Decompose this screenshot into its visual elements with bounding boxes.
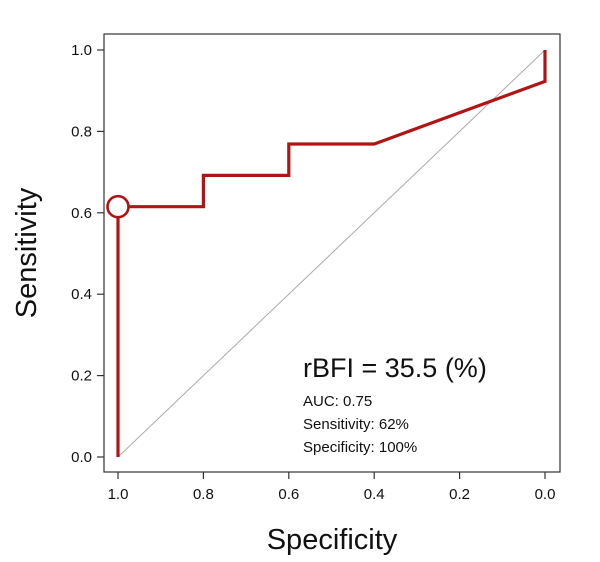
annotation-auc: AUC: 0.75 bbox=[303, 393, 372, 410]
annotation-specificity: Specificity: 100% bbox=[303, 439, 417, 456]
y-tick-label: 0.4 bbox=[71, 286, 92, 303]
roc-curve-line bbox=[116, 50, 547, 457]
y-tick-label: 1.0 bbox=[71, 42, 92, 59]
annotation-sensitivity: Sensitivity: 62% bbox=[303, 416, 409, 433]
x-tick-label: 0.4 bbox=[364, 486, 385, 503]
y-tick-label: 0.6 bbox=[71, 205, 92, 222]
y-axis-title: Sensitivity bbox=[11, 187, 43, 318]
x-tick-label: 0.6 bbox=[278, 486, 299, 503]
annotation-title: rBFI = 35.5 (%) bbox=[303, 353, 487, 383]
y-axis: 0.0 0.2 0.4 0.6 0.8 1.0 bbox=[71, 42, 104, 466]
plot-frame bbox=[103, 33, 561, 473]
x-tick-label: 0.0 bbox=[535, 486, 556, 503]
x-tick-label: 0.2 bbox=[449, 486, 470, 503]
y-tick-label: 0.2 bbox=[71, 368, 92, 385]
y-tick-label: 0.8 bbox=[71, 123, 92, 140]
x-axis: 1.0 0.8 0.6 0.4 0.2 0.0 bbox=[108, 472, 556, 503]
x-tick-label: 0.8 bbox=[193, 486, 214, 503]
x-axis-title: Specificity bbox=[267, 524, 398, 556]
x-tick-label: 1.0 bbox=[108, 486, 129, 503]
reference-diagonal-line bbox=[117, 49, 546, 458]
optimal-cutoff-marker bbox=[106, 194, 130, 219]
y-tick-label: 0.0 bbox=[71, 449, 92, 466]
